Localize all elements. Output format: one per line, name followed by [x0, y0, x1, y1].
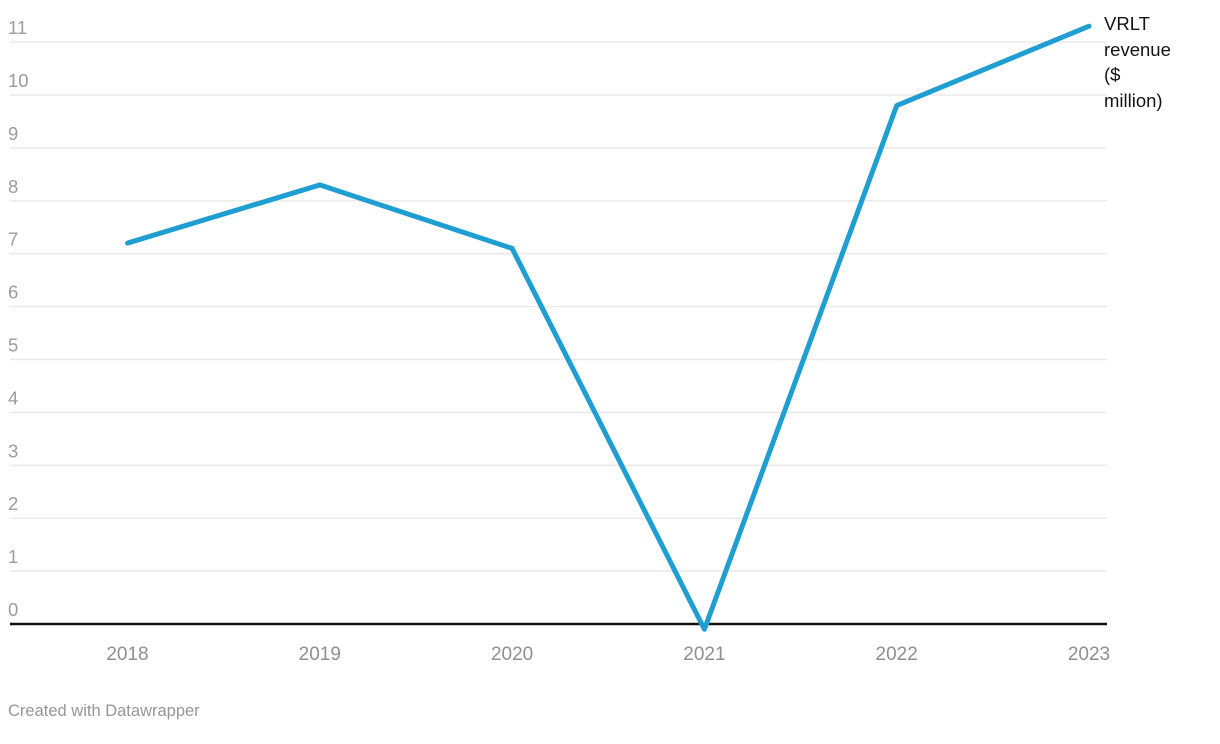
y-tick-label-2: 2 — [8, 493, 18, 514]
x-tick-label-2018: 2018 — [106, 644, 148, 665]
revenue-series-line — [125, 23, 1092, 632]
y-tick-label-8: 8 — [8, 176, 18, 197]
x-tick-label-2020: 2020 — [491, 644, 533, 665]
x-tick-label-2022: 2022 — [876, 644, 918, 665]
x-tick-label-2021: 2021 — [683, 644, 725, 665]
y-tick-label-7: 7 — [8, 229, 18, 250]
y-tick-label-6: 6 — [8, 282, 18, 303]
y-tick-label-5: 5 — [8, 335, 18, 356]
y-tick-label-0: 0 — [8, 599, 18, 620]
y-tick-label-3: 3 — [8, 440, 18, 461]
y-tick-label-9: 9 — [8, 123, 18, 144]
x-tick-label-2023: 2023 — [1068, 644, 1110, 665]
y-tick-label-4: 4 — [8, 387, 18, 408]
x-tick-label-2019: 2019 — [299, 644, 341, 665]
y-tick-label-1: 1 — [8, 546, 18, 567]
series-direct-label: VRLT revenue ($ million) — [1104, 13, 1171, 111]
datawrapper-attribution-link[interactable]: Created with Datawrapper — [8, 702, 200, 720]
y-tick-label-11: 11 — [8, 17, 27, 38]
y-tick-label-10: 10 — [8, 70, 29, 91]
